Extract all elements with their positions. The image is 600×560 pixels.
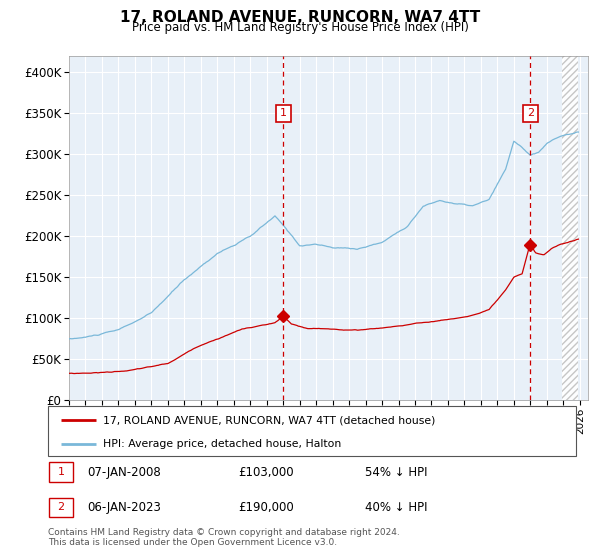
Text: 17, ROLAND AVENUE, RUNCORN, WA7 4TT: 17, ROLAND AVENUE, RUNCORN, WA7 4TT [120, 10, 480, 25]
Text: Contains HM Land Registry data © Crown copyright and database right 2024.
This d: Contains HM Land Registry data © Crown c… [48, 528, 400, 547]
Text: 2: 2 [58, 502, 64, 512]
FancyBboxPatch shape [49, 463, 73, 482]
Text: £190,000: £190,000 [238, 501, 294, 514]
Text: 1: 1 [58, 467, 64, 477]
Text: 40% ↓ HPI: 40% ↓ HPI [365, 501, 427, 514]
Text: 17, ROLAND AVENUE, RUNCORN, WA7 4TT (detached house): 17, ROLAND AVENUE, RUNCORN, WA7 4TT (det… [103, 415, 436, 425]
Text: 54% ↓ HPI: 54% ↓ HPI [365, 465, 427, 479]
Text: HPI: Average price, detached house, Halton: HPI: Average price, detached house, Halt… [103, 439, 341, 449]
Text: 2: 2 [527, 109, 534, 118]
FancyBboxPatch shape [49, 498, 73, 517]
Text: 1: 1 [280, 109, 287, 118]
Text: £103,000: £103,000 [238, 465, 294, 479]
Text: 07-JAN-2008: 07-JAN-2008 [88, 465, 161, 479]
FancyBboxPatch shape [48, 406, 576, 456]
Text: Price paid vs. HM Land Registry's House Price Index (HPI): Price paid vs. HM Land Registry's House … [131, 21, 469, 34]
Text: 06-JAN-2023: 06-JAN-2023 [88, 501, 161, 514]
